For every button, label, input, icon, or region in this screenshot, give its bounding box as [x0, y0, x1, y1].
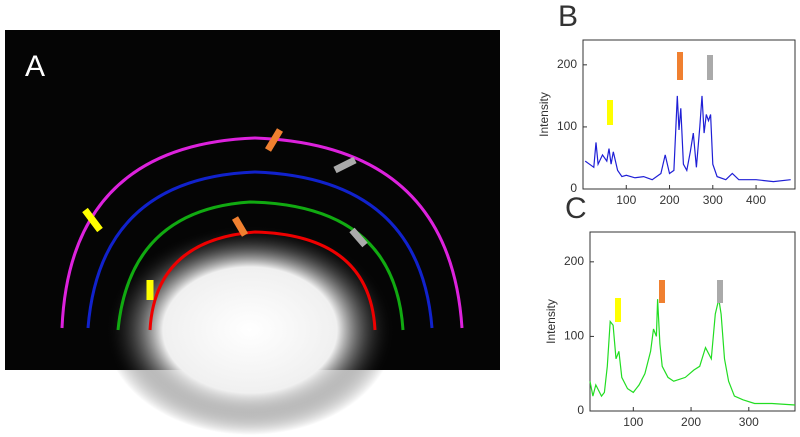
- y-tick-label: 0: [577, 403, 584, 417]
- x-tick-label: 400: [746, 193, 766, 207]
- panel-label: C: [565, 192, 587, 225]
- x-tick-label: 300: [739, 415, 759, 429]
- intensity-line: [584, 95, 791, 183]
- panel-label: A: [25, 50, 45, 83]
- arrow: [231, 216, 249, 237]
- plot-frame: [582, 39, 796, 190]
- y-tick-label: 100: [557, 119, 577, 133]
- magenta-contour: [60, 136, 464, 329]
- x-tick-label: 300: [703, 193, 723, 207]
- red-contour: [148, 230, 377, 331]
- y-tick-label: 200: [557, 57, 577, 71]
- plot-frame: [589, 231, 796, 412]
- x-tick-label: 100: [623, 415, 643, 429]
- arrow: [264, 128, 284, 152]
- panel-label: B: [558, 0, 578, 33]
- optic-disc: [105, 225, 395, 435]
- arrow: [82, 207, 103, 233]
- y-tick-label: 100: [564, 329, 584, 343]
- image-panel: A: [5, 30, 500, 435]
- arrows-a: [82, 128, 368, 300]
- y-axis-label: Intensity: [544, 299, 558, 344]
- x-tick-label: 100: [616, 193, 636, 207]
- y-tick-label: 200: [564, 254, 584, 268]
- intensity-line: [589, 298, 796, 406]
- arrow: [333, 156, 357, 174]
- arrows-b: [607, 52, 723, 322]
- x-tick-label: 200: [660, 193, 680, 207]
- blue-contour: [86, 170, 434, 329]
- arrow: [349, 227, 368, 248]
- green-contour: [116, 200, 405, 331]
- x-tick-label: 200: [681, 415, 701, 429]
- y-tick-label: 0: [570, 181, 577, 195]
- y-axis-label: Intensity: [537, 92, 551, 137]
